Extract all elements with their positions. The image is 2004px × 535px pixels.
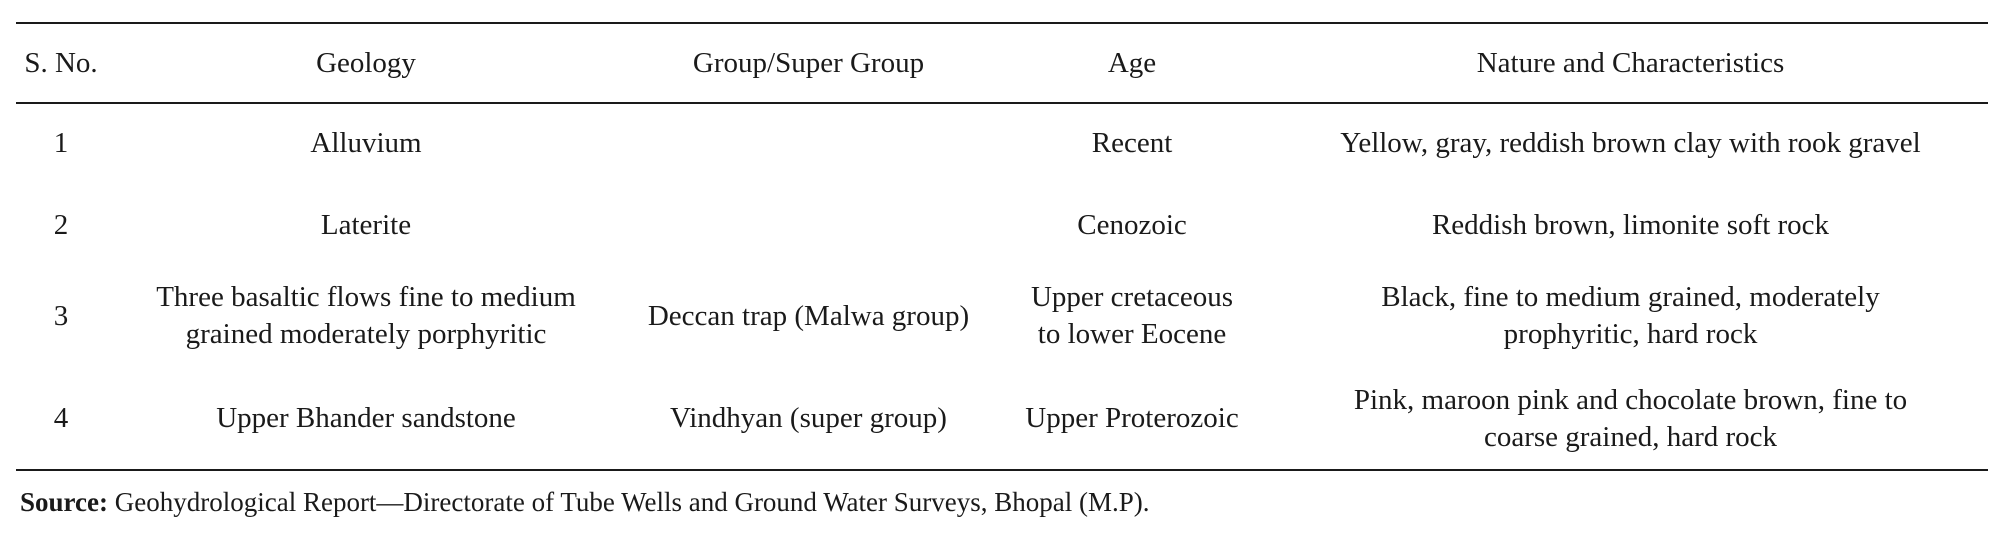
cell-sno: 4 bbox=[53, 402, 69, 434]
cell-line: Laterite bbox=[320, 208, 412, 241]
source-text: Geohydrological Report—Directorate of Tu… bbox=[108, 487, 1150, 517]
table-bottom-rule bbox=[16, 469, 1988, 471]
table-header-row: S. No. Geology Group/Super Group Age Nat… bbox=[16, 24, 1988, 102]
cell-line: Alluvium bbox=[310, 126, 422, 159]
cell-line: Recent bbox=[1091, 126, 1173, 159]
source-label: Source: bbox=[20, 487, 108, 517]
table-row: 2 Laterite Cenozoic Reddish brown, limon… bbox=[16, 184, 1988, 266]
cell-line: to lower Eocene bbox=[1037, 318, 1227, 350]
cell-nature: Reddish brown, limonite soft rock bbox=[1273, 184, 1988, 266]
cell-sno: 1 bbox=[53, 126, 69, 159]
table-row: 4 Upper Bhander sandstone Vindhyan (supe… bbox=[16, 366, 1988, 471]
cell-line: Deccan trap (Malwa group) bbox=[647, 299, 970, 332]
header-age: Age bbox=[1107, 46, 1157, 79]
cell-nature: Pink, maroon pink and chocolate brown, f… bbox=[1273, 366, 1988, 471]
cell-group: Deccan trap (Malwa group) bbox=[626, 266, 991, 366]
header-nature: Nature and Characteristics bbox=[1476, 46, 1785, 79]
table-row: 3 Three basaltic flows fine to medium gr… bbox=[16, 266, 1988, 366]
cell-line: Yellow, gray, reddish brown clay with ro… bbox=[1340, 126, 1921, 159]
cell-sno: 3 bbox=[53, 299, 69, 332]
cell-group bbox=[626, 184, 991, 266]
cell-nature: Black, fine to medium grained, moderatel… bbox=[1273, 266, 1988, 366]
table-row: 1 Alluvium Recent Yellow, gray, reddish … bbox=[16, 102, 1988, 184]
cell-group bbox=[626, 102, 991, 184]
geology-table: S. No. Geology Group/Super Group Age Nat… bbox=[16, 24, 1988, 471]
cell-group: Vindhyan (super group) bbox=[626, 366, 991, 471]
cell-geology: Laterite bbox=[106, 184, 626, 266]
cell-age: Upper Proterozoic bbox=[991, 366, 1273, 471]
header-sno: S. No. bbox=[24, 46, 98, 79]
cell-age: Cenozoic bbox=[991, 184, 1273, 266]
cell-line: Reddish brown, limonite soft rock bbox=[1431, 208, 1830, 241]
cell-line: Upper cretaceous bbox=[1030, 281, 1234, 313]
cell-geology: Upper Bhander sandstone bbox=[106, 366, 626, 471]
cell-line: Pink, maroon pink and chocolate brown, f… bbox=[1353, 383, 1908, 416]
cell-geology: Three basaltic flows fine to medium grai… bbox=[106, 266, 626, 366]
cell-line: Upper Bhander sandstone bbox=[216, 402, 516, 434]
cell-line: grained moderately porphyritic bbox=[185, 318, 547, 350]
cell-line: Three basaltic flows fine to medium bbox=[156, 281, 576, 313]
table-header-rule bbox=[16, 102, 1988, 104]
cell-line: Black, fine to medium grained, moderatel… bbox=[1381, 281, 1880, 313]
cell-line: Vindhyan (super group) bbox=[670, 402, 947, 434]
cell-sno: 2 bbox=[53, 208, 69, 241]
cell-line: coarse grained, hard rock bbox=[1483, 420, 1778, 453]
header-group: Group/Super Group bbox=[692, 46, 925, 79]
cell-line: Upper Proterozoic bbox=[1025, 402, 1239, 434]
cell-line: Cenozoic bbox=[1077, 208, 1187, 241]
cell-age: Upper cretaceous to lower Eocene bbox=[991, 266, 1273, 366]
cell-nature: Yellow, gray, reddish brown clay with ro… bbox=[1273, 102, 1988, 184]
table-top-rule bbox=[16, 22, 1988, 24]
source-note: Source: Geohydrological Report—Directora… bbox=[20, 485, 1149, 519]
cell-age: Recent bbox=[991, 102, 1273, 184]
cell-line: prophyritic, hard rock bbox=[1503, 318, 1758, 350]
header-geology: Geology bbox=[316, 46, 416, 79]
cell-geology: Alluvium bbox=[106, 102, 626, 184]
